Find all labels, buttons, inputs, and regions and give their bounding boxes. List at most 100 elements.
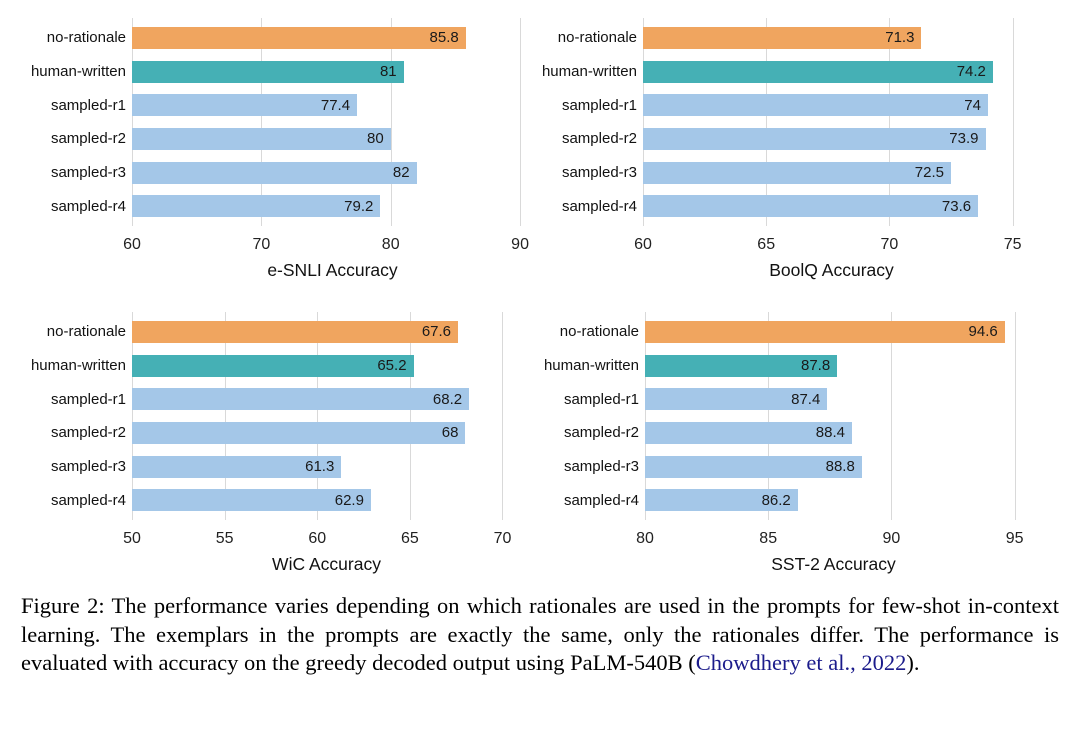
bar-rows: no-rationale 67.6 human-written 65.2 sampled… <box>31 312 521 520</box>
bar-value-label: 87.8 <box>800 357 831 374</box>
bar-value-label: 68 <box>441 424 459 442</box>
bar-value-label: 74 <box>964 96 981 114</box>
bar: 82 <box>132 161 417 184</box>
gridline <box>1014 312 1016 520</box>
gridline <box>224 312 226 520</box>
caption-text: Figure 2: The performance varies dependi… <box>21 593 1059 675</box>
category-label: sampled-r1 <box>561 96 637 114</box>
bar: 65.2 <box>132 354 414 377</box>
bar-row: sampled-r3 72.5 <box>562 156 1020 190</box>
bar-value-label: 88.4 <box>815 424 845 442</box>
bar-value-label: 85.8 <box>429 29 459 47</box>
bar-value-label: 94.6 <box>968 323 998 341</box>
category-label: human-written <box>541 63 637 80</box>
category-label: sampled-r4 <box>50 197 126 215</box>
bar: 88.4 <box>645 421 852 444</box>
bar: 73.9 <box>643 127 986 150</box>
bar: 80 <box>132 127 391 150</box>
category-label: sampled-r2 <box>561 130 637 148</box>
bar-value-label: 62.9 <box>334 491 364 509</box>
bar-value-label: 61.3 <box>305 458 335 476</box>
bar-value-label: 86.2 <box>761 491 791 509</box>
bar-row: human-written 74.2 <box>542 55 1020 89</box>
category-label: no-rationale <box>559 323 639 341</box>
bar: 85.8 <box>132 26 466 49</box>
citation-link[interactable]: Chowdhery et al., 2022 <box>695 650 907 675</box>
x-axis-title: SST-2 Accuracy <box>771 554 896 574</box>
gridline <box>891 312 893 520</box>
bar-value-label: 72.5 <box>914 164 944 182</box>
bar-row: sampled-r1 87.4 <box>564 382 1022 416</box>
x-tick-label: 70 <box>880 236 899 253</box>
x-tick-label: 75 <box>1003 236 1022 253</box>
category-label: human-written <box>30 357 126 374</box>
bar: 71.3 <box>643 26 922 49</box>
bar-row: sampled-r4 62.9 <box>51 483 521 517</box>
bar-row: sampled-r4 79.2 <box>51 189 533 223</box>
gridline <box>409 312 411 520</box>
x-tick-label: 60 <box>634 236 652 253</box>
category-label: human-written <box>30 63 126 80</box>
figure-caption: Figure 2: The performance varies dependi… <box>21 592 1059 678</box>
gridline <box>520 18 522 226</box>
x-axis-title: BoolQ Accuracy <box>769 260 894 280</box>
x-tick-label: 60 <box>308 530 327 547</box>
x-tick-label: 95 <box>1005 530 1024 547</box>
category-label: sampled-r4 <box>561 197 637 215</box>
bar: 88.8 <box>645 455 862 478</box>
bar: 94.6 <box>645 320 1005 343</box>
bar-row: sampled-r3 88.8 <box>564 450 1022 484</box>
bar-value-label: 73.6 <box>941 197 972 215</box>
category-label: sampled-r4 <box>50 491 126 509</box>
gridline <box>390 18 392 226</box>
chart-esnli: 60 70 80 90 no-rationale 85.8 human-written 81 s… <box>0 4 540 296</box>
category-label: sampled-r2 <box>563 424 639 442</box>
plot-area: 60 65 70 75 no-rationale 71.3 human-written 74.… <box>542 18 1021 253</box>
gridline <box>261 18 263 226</box>
category-label: sampled-r1 <box>50 96 126 114</box>
bar-row: sampled-r3 61.3 <box>51 450 521 484</box>
plot-area: 50 55 60 65 70 no-rationale 67.6 human-written 6… <box>31 312 521 547</box>
gridline <box>502 312 504 520</box>
bar-rows: no-rationale 71.3 human-written 74.2 sampled… <box>542 18 1020 226</box>
bar-row: no-rationale 94.6 <box>560 315 1022 349</box>
gridline <box>132 18 133 226</box>
bar-row: human-written 81 <box>31 55 533 89</box>
gridline <box>645 312 646 520</box>
bar-value-label: 65.2 <box>377 357 407 374</box>
x-axis-title: WiC Accuracy <box>272 554 381 574</box>
bar-row: sampled-r1 68.2 <box>51 382 521 416</box>
x-tick-label: 65 <box>757 236 776 253</box>
category-label: sampled-r1 <box>50 390 126 408</box>
bar-value-label: 77.4 <box>320 96 351 114</box>
bar: 87.4 <box>645 388 828 411</box>
plot-area: 60 70 80 90 no-rationale 85.8 human-written 81 s… <box>31 18 533 253</box>
x-tick-label: 55 <box>215 530 234 547</box>
x-tick-label: 80 <box>636 530 654 547</box>
category-label: sampled-r1 <box>563 390 639 408</box>
bar-value-label: 82 <box>392 164 410 182</box>
x-tick-label: 90 <box>882 530 901 547</box>
category-label: sampled-r3 <box>50 164 126 182</box>
category-label: no-rationale <box>557 29 637 47</box>
category-label: sampled-r4 <box>563 491 639 509</box>
chart-wic: 50 55 60 65 70 no-rationale 67.6 human-written 6… <box>0 298 540 590</box>
bar: 74.2 <box>643 60 993 83</box>
bar: 86.2 <box>645 489 798 512</box>
caption-suffix: ). <box>906 650 920 675</box>
bar: 62.9 <box>132 489 371 512</box>
bar-row: sampled-r2 73.9 <box>562 122 1020 156</box>
gridline <box>317 312 319 520</box>
bar: 74 <box>643 94 988 117</box>
bar-row: sampled-r2 88.4 <box>564 416 1022 450</box>
bar-value-label: 80 <box>367 130 384 148</box>
bar-row: human-written 65.2 <box>31 349 521 383</box>
x-tick-label: 65 <box>400 530 419 547</box>
bar-row: sampled-r4 73.6 <box>562 189 1020 223</box>
bar-row: sampled-r2 68 <box>51 416 521 450</box>
category-label: no-rationale <box>46 29 126 47</box>
bar-row: sampled-r1 77.4 <box>51 88 533 122</box>
gridline <box>766 18 768 226</box>
bar: 72.5 <box>643 161 951 184</box>
bar: 68.2 <box>132 388 470 411</box>
